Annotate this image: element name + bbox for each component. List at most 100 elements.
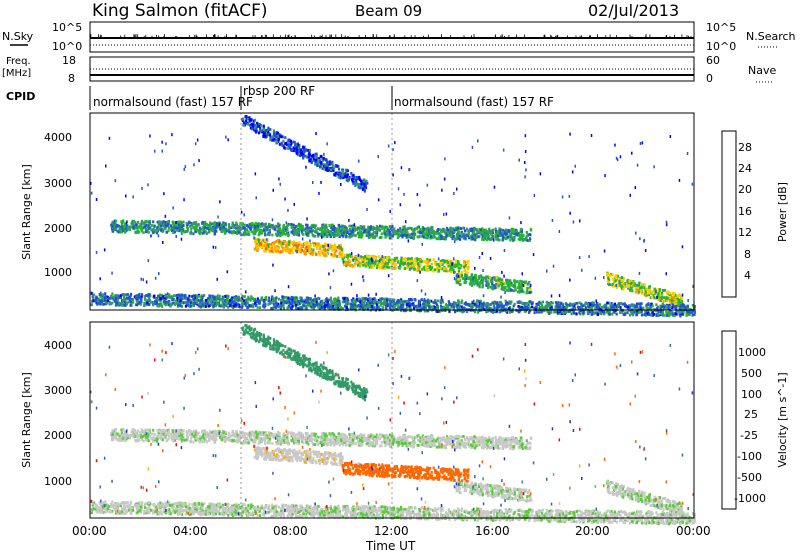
power-cell — [172, 222, 174, 225]
power-cell — [504, 233, 506, 236]
power-cell — [257, 306, 259, 309]
power-cell — [330, 253, 332, 256]
power-cell — [297, 225, 299, 228]
power-cell — [137, 221, 139, 224]
power-cell — [337, 171, 339, 174]
power-cell — [278, 138, 280, 141]
power-cell — [271, 139, 273, 142]
power-cell — [281, 135, 283, 138]
power-cell — [618, 280, 620, 283]
power-cell — [190, 305, 192, 308]
power-cell — [323, 248, 325, 251]
power-cell — [265, 223, 267, 226]
power-cell — [285, 142, 287, 145]
power-cell — [402, 234, 404, 237]
power-cell — [509, 284, 511, 287]
power-cell — [167, 223, 169, 226]
power-cell — [641, 283, 643, 286]
power-panel: 1000 2000 3000 4000 Slant Range [km] 28 … — [20, 113, 789, 318]
power-cell — [354, 304, 356, 307]
power-cell — [597, 313, 599, 316]
power-cell — [651, 296, 653, 299]
power-cell — [140, 223, 142, 226]
power-cell — [607, 274, 609, 277]
power-cell — [255, 222, 257, 225]
power-cell — [624, 286, 626, 289]
power-cell — [443, 236, 445, 239]
power-cell — [189, 225, 191, 228]
power-cell — [314, 226, 316, 229]
power-cell — [274, 138, 276, 141]
power-cell — [498, 239, 500, 242]
power-cell — [285, 296, 287, 299]
power-cell — [130, 304, 132, 307]
power-cell — [443, 267, 445, 270]
power-cell — [515, 289, 517, 292]
power-cell — [461, 305, 463, 308]
power-cell — [400, 260, 402, 263]
power-cell — [616, 313, 618, 316]
power-cell — [510, 288, 512, 291]
power-cell — [498, 278, 500, 281]
power-cell — [492, 287, 494, 290]
power-cell — [335, 172, 337, 175]
power-cell — [293, 224, 295, 227]
power-cell — [414, 299, 416, 302]
power-cell — [566, 303, 568, 306]
power-cell — [521, 235, 523, 238]
power-cell — [386, 232, 388, 235]
power-cell — [412, 229, 414, 232]
power-cell — [479, 286, 481, 289]
power-cell — [459, 272, 461, 275]
power-cell — [520, 287, 522, 290]
power-cell — [260, 239, 262, 242]
power-cell — [653, 296, 655, 299]
power-cell — [229, 231, 231, 234]
power-cell — [662, 289, 664, 292]
power-cell — [437, 300, 439, 303]
power-cell — [223, 230, 225, 233]
power-cell — [311, 225, 313, 228]
power-cell — [277, 134, 279, 137]
beam-title: Beam 09 — [355, 2, 422, 20]
power-cell — [438, 237, 440, 240]
power-cell — [364, 297, 366, 300]
power-cell — [307, 246, 309, 249]
power-cell — [498, 282, 500, 285]
power-cell — [463, 266, 465, 269]
power-cell — [257, 238, 259, 241]
power-cell — [340, 177, 342, 180]
power-cell — [228, 225, 230, 228]
power-cell — [663, 296, 665, 299]
power-cell — [290, 231, 292, 234]
power-cell — [430, 235, 432, 238]
power-cell — [258, 234, 260, 237]
power-cell — [431, 306, 433, 309]
power-cell — [334, 247, 336, 250]
power-cell — [681, 300, 683, 303]
power-cell — [360, 183, 362, 186]
power-cell — [462, 227, 464, 230]
power-cell — [289, 249, 291, 252]
power-cell — [402, 262, 404, 265]
power-cell — [313, 158, 315, 161]
power-cell — [393, 266, 395, 269]
power-cell — [651, 291, 653, 294]
power-cell — [255, 125, 257, 128]
power-cell — [269, 128, 271, 131]
power-cell — [289, 145, 291, 148]
power-cell — [495, 237, 497, 240]
power-cell — [190, 228, 192, 231]
power-cell — [386, 226, 388, 229]
power-cell — [283, 231, 285, 234]
power-cell — [485, 278, 487, 281]
power-cell — [312, 299, 314, 302]
power-cell — [410, 267, 412, 270]
power-cell — [513, 231, 515, 234]
power-cell — [242, 118, 244, 121]
power-cell — [381, 263, 383, 266]
power-cell — [264, 225, 266, 228]
power-cell — [523, 291, 525, 294]
power-cell — [294, 143, 296, 146]
power-cell — [343, 228, 345, 231]
